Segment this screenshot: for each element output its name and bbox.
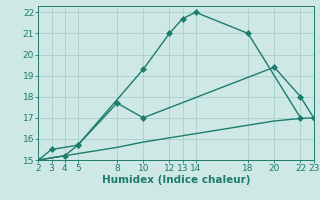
X-axis label: Humidex (Indice chaleur): Humidex (Indice chaleur) xyxy=(102,175,250,185)
